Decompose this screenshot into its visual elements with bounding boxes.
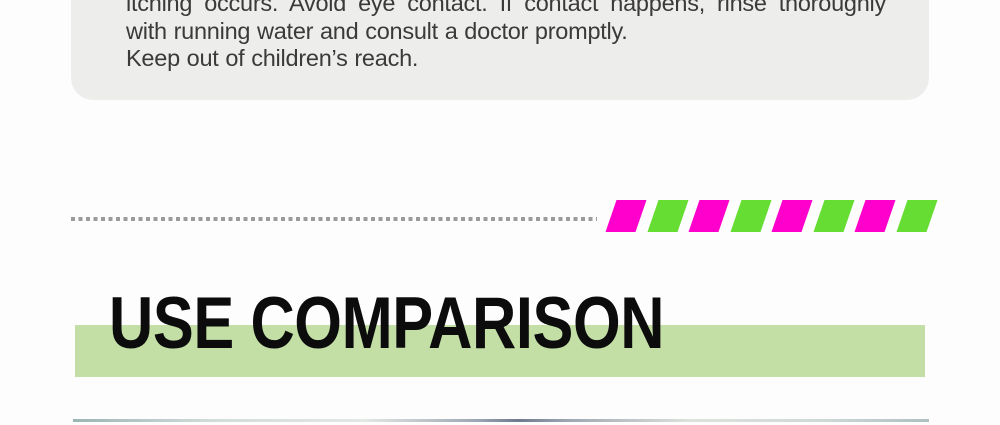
page-title: USE COMPARISON (109, 283, 665, 364)
chevron-stripe-band (600, 200, 940, 234)
safety-warning-last-line: Keep out of children’s reach. (126, 45, 419, 71)
chevron-stripe-magenta (854, 200, 896, 232)
chevron-stripe-magenta (771, 200, 813, 232)
chevron-stripe-green (646, 200, 689, 232)
chevron-stripe-green (895, 200, 938, 232)
section-divider (0, 196, 1000, 238)
safety-warning-body: itching occurs. Avoid eye contact. If co… (126, 0, 886, 44)
section-heading-block: USE COMPARISON (0, 280, 1000, 380)
heading-highlight-bar (75, 325, 925, 377)
safety-warning-card: itching occurs. Avoid eye contact. If co… (71, 0, 929, 100)
bottom-gradient-edge (73, 419, 929, 422)
chevron-stripe-green (812, 200, 855, 232)
chevron-stripe-magenta (688, 200, 730, 232)
chevron-stripe-magenta (605, 200, 647, 232)
safety-warning-text: itching occurs. Avoid eye contact. If co… (126, 0, 886, 73)
dashed-rule (71, 217, 597, 221)
chevron-stripe-green (729, 200, 772, 232)
